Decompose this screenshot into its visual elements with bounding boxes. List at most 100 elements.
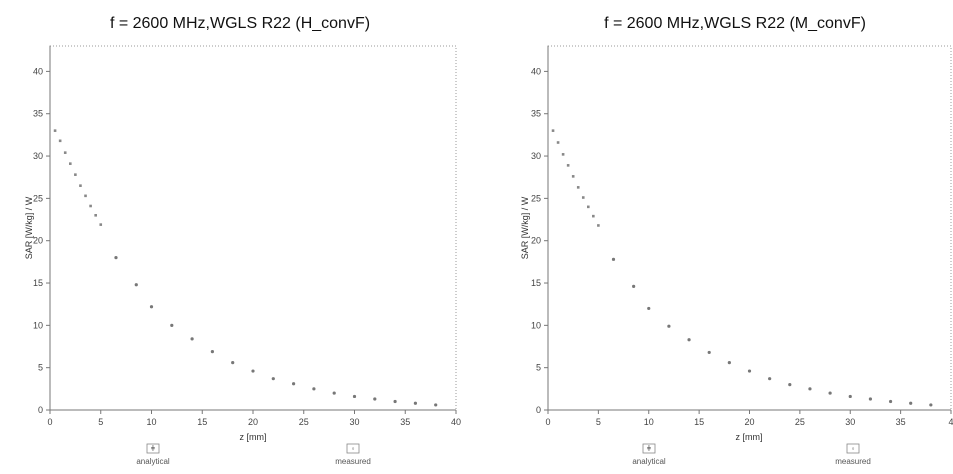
measured-point	[612, 258, 615, 261]
x-tick-label: 15	[197, 417, 207, 427]
measured-point	[889, 400, 892, 403]
x-tick-label: 20	[744, 417, 754, 427]
analytical-point	[577, 186, 580, 189]
legend-label: analytical	[136, 457, 170, 466]
x-tick-label: 35	[400, 417, 410, 427]
analytical-point	[79, 184, 82, 187]
measured-point	[333, 391, 336, 394]
measured-point	[849, 395, 852, 398]
x-tick-label: 15	[694, 417, 704, 427]
y-tick-label: 30	[531, 151, 541, 161]
analytical-point	[582, 196, 585, 199]
x-tick-label: 25	[299, 417, 309, 427]
x-axis-label: z [mm]	[736, 432, 763, 442]
measured-point	[929, 403, 932, 406]
measured-point	[191, 337, 194, 340]
measured-point	[114, 256, 117, 259]
y-tick-label: 15	[33, 278, 43, 288]
y-tick-label: 5	[536, 363, 541, 373]
analytical-point	[592, 215, 595, 218]
legend-label: measured	[335, 457, 371, 466]
legend-measured: ◦ measured	[835, 444, 871, 466]
measured-point	[632, 285, 635, 288]
measured-point	[272, 377, 275, 380]
analytical-point	[69, 162, 72, 165]
y-tick-label: 0	[38, 405, 43, 415]
measured-point	[829, 391, 832, 394]
measured-point	[231, 361, 234, 364]
x-tick-label: 5	[596, 417, 601, 427]
x-tick-label: 0	[47, 417, 52, 427]
measured-point	[647, 307, 650, 310]
chart-m-convf: f = 2600 MHz,WGLS R22 (M_convF) z [mm] S…	[520, 15, 953, 466]
chart-title: f = 2600 MHz,WGLS R22 (H_convF)	[110, 15, 370, 32]
chart-title: f = 2600 MHz,WGLS R22 (M_convF)	[604, 15, 866, 32]
legend-label: analytical	[632, 457, 666, 466]
measured-point	[909, 402, 912, 405]
y-tick-label: 10	[33, 320, 43, 330]
measured-point	[708, 351, 711, 354]
legend-analytical: ǂ analytical	[136, 444, 170, 466]
analytical-point	[99, 223, 102, 226]
y-tick-label: 40	[33, 66, 43, 76]
legend-label: measured	[835, 457, 871, 466]
legend-marker: ǂ	[151, 444, 156, 453]
measured-point	[312, 387, 315, 390]
measured-point	[768, 377, 771, 380]
measured-point	[869, 397, 872, 400]
y-tick-label: 10	[531, 320, 541, 330]
y-tick-label: 20	[531, 236, 541, 246]
x-tick-label: 35	[896, 417, 906, 427]
x-tick-label: 5	[98, 417, 103, 427]
x-tick-label: 25	[795, 417, 805, 427]
analytical-point	[597, 224, 600, 227]
analytical-point	[64, 151, 67, 154]
measured-point	[748, 369, 751, 372]
x-tick-label: 30	[349, 417, 359, 427]
y-tick-label: 20	[33, 236, 43, 246]
measured-point	[292, 382, 295, 385]
measured-point	[808, 387, 811, 390]
measured-point	[170, 324, 173, 327]
data-points	[552, 129, 933, 406]
y-tick-label: 35	[531, 109, 541, 119]
y-tick-label: 35	[33, 109, 43, 119]
measured-point	[414, 402, 417, 405]
data-points	[54, 129, 438, 406]
y-tick-label: 30	[33, 151, 43, 161]
x-tick-label: 10	[644, 417, 654, 427]
measured-point	[135, 283, 138, 286]
legend-measured: ◦ measured	[335, 444, 371, 466]
x-tick-label: 20	[248, 417, 258, 427]
measured-point	[150, 305, 153, 308]
analytical-point	[54, 129, 57, 132]
measured-point	[667, 325, 670, 328]
analytical-point	[74, 173, 77, 176]
analytical-point	[84, 195, 87, 198]
y-tick-label: 25	[33, 193, 43, 203]
analytical-point	[587, 206, 590, 209]
analytical-point	[567, 164, 570, 167]
measured-point	[251, 369, 254, 372]
y-tick-label: 15	[531, 278, 541, 288]
legend-marker: ◦	[352, 444, 355, 453]
analytical-point	[562, 153, 565, 156]
y-tick-label: 5	[38, 363, 43, 373]
x-tick-label: 0	[545, 417, 550, 427]
measured-point	[434, 403, 437, 406]
legend-marker: ◦	[852, 444, 855, 453]
analytical-point	[94, 214, 97, 217]
axis-ticks: 0 5 10 15 20 25 30 35 40 0 5 10 15 20 25 30 35 40	[33, 66, 461, 427]
analytical-point	[572, 175, 575, 178]
measured-point	[394, 400, 397, 403]
analytical-point	[557, 141, 560, 144]
y-tick-label: 25	[531, 193, 541, 203]
x-tick-label: 4	[948, 417, 953, 427]
y-axis-label: SAR [W/kg] / W	[24, 196, 34, 259]
measured-point	[788, 383, 791, 386]
y-tick-label: 40	[531, 66, 541, 76]
analytical-point	[552, 129, 555, 132]
legend-analytical: ǂ analytical	[632, 444, 666, 466]
